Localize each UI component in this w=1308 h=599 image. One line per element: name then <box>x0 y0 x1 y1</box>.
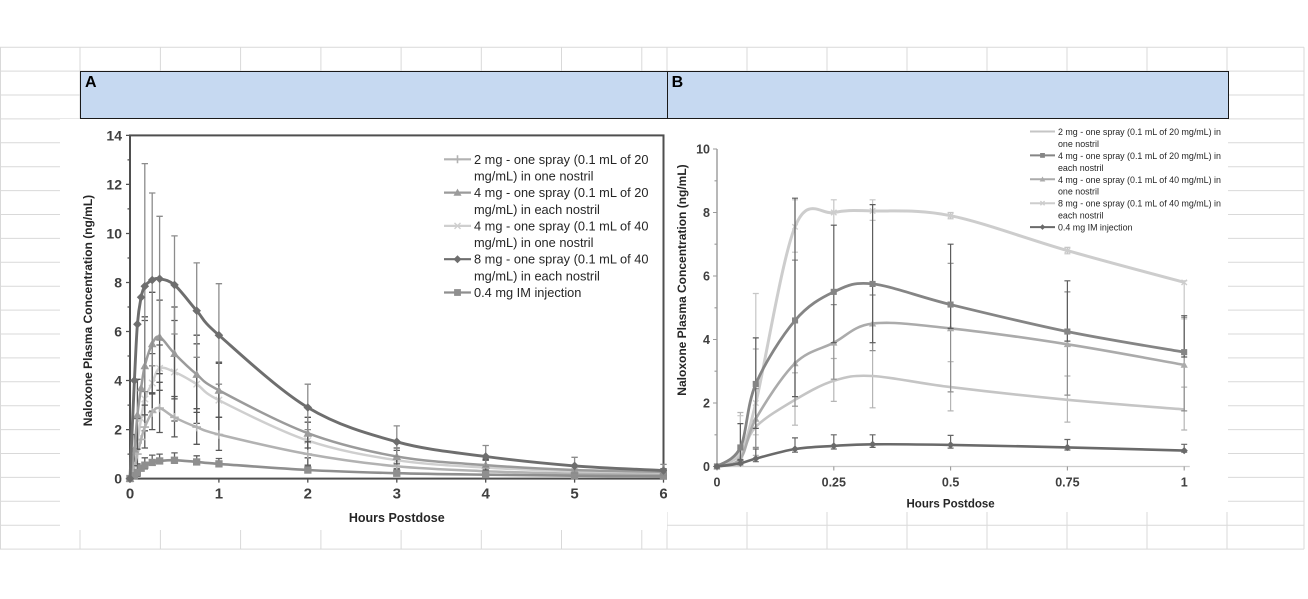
svg-text:mg/mL) in one nostril: mg/mL) in one nostril <box>474 169 593 184</box>
svg-text:4: 4 <box>114 373 122 389</box>
svg-text:each nostril: each nostril <box>1058 163 1103 173</box>
svg-text:6: 6 <box>114 324 122 340</box>
svg-text:4 mg - one spray (0.1 mL of 20: 4 mg - one spray (0.1 mL of 20 <box>474 185 649 200</box>
svg-text:each nostril: each nostril <box>1058 211 1103 221</box>
svg-text:4 mg - one spray (0.1 mL of 40: 4 mg - one spray (0.1 mL of 40 <box>474 218 649 233</box>
svg-text:Naloxone Plasma Concentration: Naloxone Plasma Concentration (ng/mL) <box>675 164 689 395</box>
svg-text:10: 10 <box>106 226 122 242</box>
svg-text:Naloxone Plasma Concentration: Naloxone Plasma Concentration (ng/mL) <box>81 195 95 426</box>
svg-text:0.75: 0.75 <box>1055 476 1079 490</box>
svg-text:6: 6 <box>659 486 667 503</box>
svg-text:2: 2 <box>703 397 710 411</box>
svg-text:14: 14 <box>106 127 122 143</box>
svg-text:1: 1 <box>215 486 223 503</box>
svg-text:mg/mL) in each nostril: mg/mL) in each nostril <box>474 202 600 217</box>
svg-text:10: 10 <box>696 143 710 157</box>
svg-text:2: 2 <box>304 486 312 503</box>
svg-text:8: 8 <box>703 206 710 220</box>
svg-text:2: 2 <box>114 422 122 438</box>
svg-text:one nostril: one nostril <box>1058 187 1099 197</box>
svg-text:12: 12 <box>106 176 122 192</box>
svg-text:8: 8 <box>114 275 122 291</box>
svg-text:mg/mL) in one nostril: mg/mL) in one nostril <box>474 235 593 250</box>
svg-text:0.4 mg IM injection: 0.4 mg IM injection <box>1058 223 1133 233</box>
svg-text:8 mg - one spray (0.1 mL of 40: 8 mg - one spray (0.1 mL of 40 mg/mL) in <box>1058 199 1221 209</box>
svg-text:2 mg - one spray (0.1 mL of 20: 2 mg - one spray (0.1 mL of 20 <box>474 152 649 167</box>
svg-text:1: 1 <box>1181 476 1188 490</box>
svg-text:one nostril: one nostril <box>1058 139 1099 149</box>
svg-text:5: 5 <box>570 486 578 503</box>
svg-text:0: 0 <box>126 486 134 503</box>
svg-text:0.4 mg IM injection: 0.4 mg IM injection <box>474 285 581 300</box>
svg-text:4: 4 <box>482 486 491 503</box>
svg-text:2 mg - one spray (0.1 mL of 20: 2 mg - one spray (0.1 mL of 20 mg/mL) in <box>1058 127 1221 137</box>
svg-text:4 mg - one spray (0.1 mL of 40: 4 mg - one spray (0.1 mL of 40 mg/mL) in <box>1058 175 1221 185</box>
svg-text:0: 0 <box>714 476 721 490</box>
svg-text:6: 6 <box>703 270 710 284</box>
svg-text:4: 4 <box>703 333 710 347</box>
svg-text:4 mg - one spray (0.1 mL of 20: 4 mg - one spray (0.1 mL of 20 mg/mL) in <box>1058 151 1221 161</box>
svg-text:Hours Postdose: Hours Postdose <box>907 499 995 511</box>
svg-text:0: 0 <box>114 471 122 487</box>
svg-text:0.25: 0.25 <box>822 476 846 490</box>
svg-text:mg/mL) in each nostril: mg/mL) in each nostril <box>474 268 600 283</box>
svg-text:Hours Postdose: Hours Postdose <box>349 511 445 525</box>
svg-text:0: 0 <box>703 460 710 474</box>
svg-text:3: 3 <box>393 486 401 503</box>
svg-text:8 mg - one spray (0.1 mL of 40: 8 mg - one spray (0.1 mL of 40 <box>474 252 649 267</box>
svg-text:0.5: 0.5 <box>942 476 959 490</box>
